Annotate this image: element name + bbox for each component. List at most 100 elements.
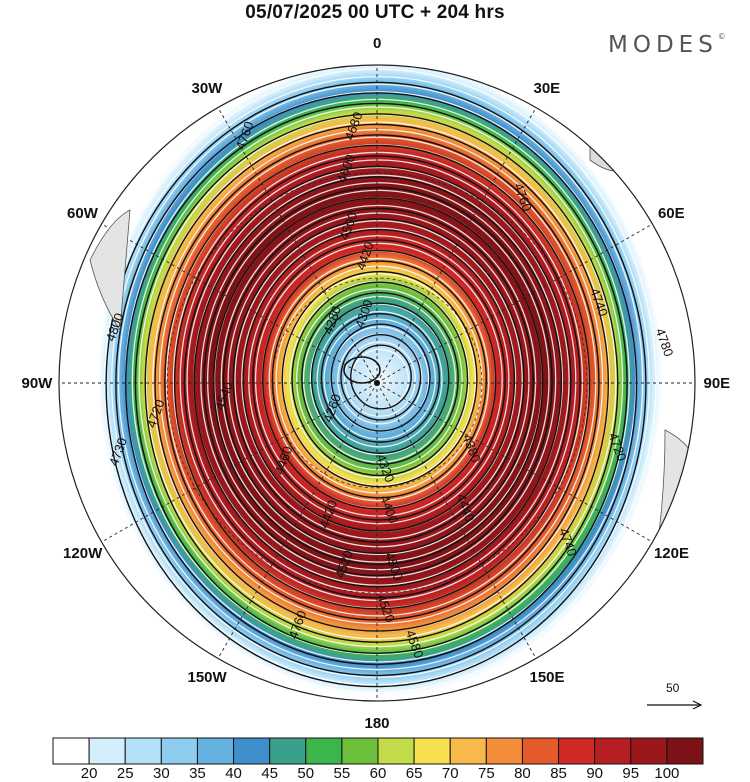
height-contour <box>193 176 563 588</box>
colorbar-swatch <box>269 737 307 765</box>
longitude-label: 120W <box>63 544 103 562</box>
colorbar-swatch <box>233 737 271 765</box>
colorbar-label: 100 <box>654 765 680 782</box>
meridian-line <box>217 107 378 384</box>
height-contour <box>242 228 516 532</box>
map-title: 05/07/2025 00 UTC + 204 hrs <box>245 2 505 23</box>
height-contour <box>281 270 478 488</box>
longitude-label: 180 <box>364 714 390 732</box>
map-disc <box>59 65 695 701</box>
wind-scale-arrowhead <box>692 700 703 710</box>
streamline <box>234 220 523 540</box>
streamline <box>227 212 530 548</box>
height-contour <box>330 323 431 432</box>
streamline <box>179 159 577 602</box>
height-contour <box>203 186 553 577</box>
colorbar-swatch <box>594 737 632 765</box>
colorbar-swatch <box>124 737 162 765</box>
colorbar-label: 85 <box>550 765 567 782</box>
colorbar-swatch <box>305 737 343 765</box>
streamline <box>200 182 557 579</box>
colorbar-label: 70 <box>441 765 459 782</box>
colorbar-swatch <box>160 737 198 765</box>
longitude-label: 0 <box>373 34 382 52</box>
colorbar-swatch <box>558 737 596 765</box>
streamline <box>316 310 443 448</box>
colorbar-swatch <box>630 737 668 765</box>
streamline <box>206 189 550 571</box>
colorbar-label: 30 <box>152 765 170 782</box>
colorbar-swatch <box>196 737 235 765</box>
brand-text: MODES <box>608 32 718 58</box>
height-contour <box>252 239 506 521</box>
height-contour <box>105 81 647 688</box>
wind-scale-label: 50 <box>666 681 680 695</box>
colorbar-swatch <box>88 737 126 765</box>
south-pole-marker <box>374 380 380 386</box>
meridian-line <box>376 382 537 659</box>
height-contour <box>262 249 497 510</box>
height-contour <box>291 281 469 477</box>
height-contour <box>173 155 581 610</box>
colorbar-swatch <box>52 737 90 765</box>
streamline <box>159 136 597 625</box>
colorbar-label: 35 <box>189 765 206 782</box>
colorbar-label: 55 <box>333 765 351 782</box>
longitude-label: 150E <box>529 668 565 686</box>
parallel-line <box>166 172 588 594</box>
height-contour <box>213 197 544 566</box>
streamline <box>145 121 610 640</box>
colorbar-swatch <box>413 737 451 765</box>
streamline <box>302 295 457 463</box>
colorbar-label: 50 <box>297 765 315 782</box>
height-contour <box>183 165 572 599</box>
height-contour <box>310 302 450 454</box>
colorbar-label: 65 <box>405 765 423 782</box>
colorbar-label: 60 <box>369 765 387 782</box>
meridian-line <box>376 107 537 384</box>
longitude-label: 120E <box>653 544 689 562</box>
colorbar-swatch <box>485 737 523 765</box>
colorbar-label: 40 <box>225 765 242 782</box>
wind-streamlines <box>97 68 657 694</box>
graticule <box>59 65 695 701</box>
meridian-line <box>376 382 653 543</box>
colorbar-swatch <box>521 737 560 765</box>
streamline <box>289 280 470 479</box>
streamline <box>268 257 490 502</box>
colorbar-label: 20 <box>80 765 98 782</box>
longitude-label: 30E <box>533 80 561 98</box>
streamline <box>186 166 570 594</box>
wind-scale <box>647 700 703 710</box>
colorbar-swatch <box>377 737 415 765</box>
colorbar-swatch <box>341 737 379 765</box>
height-contour <box>350 344 412 410</box>
height-contour <box>115 92 638 677</box>
streamline <box>254 242 503 517</box>
streamline <box>323 318 436 440</box>
parallel-line <box>271 277 483 489</box>
colorbar-label: 75 <box>477 765 495 782</box>
height-contour <box>222 207 534 554</box>
colorbar-swatch <box>666 737 704 765</box>
south-america-coast <box>89 209 131 332</box>
height-contour <box>301 291 459 466</box>
meridian-line <box>101 223 378 384</box>
colorbar <box>52 737 704 765</box>
colorbar-label: 95 <box>622 765 640 782</box>
colorbar-label: 90 <box>586 765 603 782</box>
height-contour <box>320 312 441 443</box>
longitude-label: 60W <box>67 204 98 222</box>
longitude-label: 30W <box>191 80 223 98</box>
meridian-line <box>101 382 378 543</box>
longitude-label: 150W <box>187 668 227 686</box>
colorbar-label: 25 <box>116 765 134 782</box>
height-contour <box>340 333 422 421</box>
height-contours <box>105 81 647 688</box>
map-border <box>58 64 696 702</box>
height-contour <box>124 102 628 666</box>
colorbar-label: 45 <box>261 765 278 782</box>
streamline <box>343 341 416 417</box>
streamline <box>296 288 463 471</box>
